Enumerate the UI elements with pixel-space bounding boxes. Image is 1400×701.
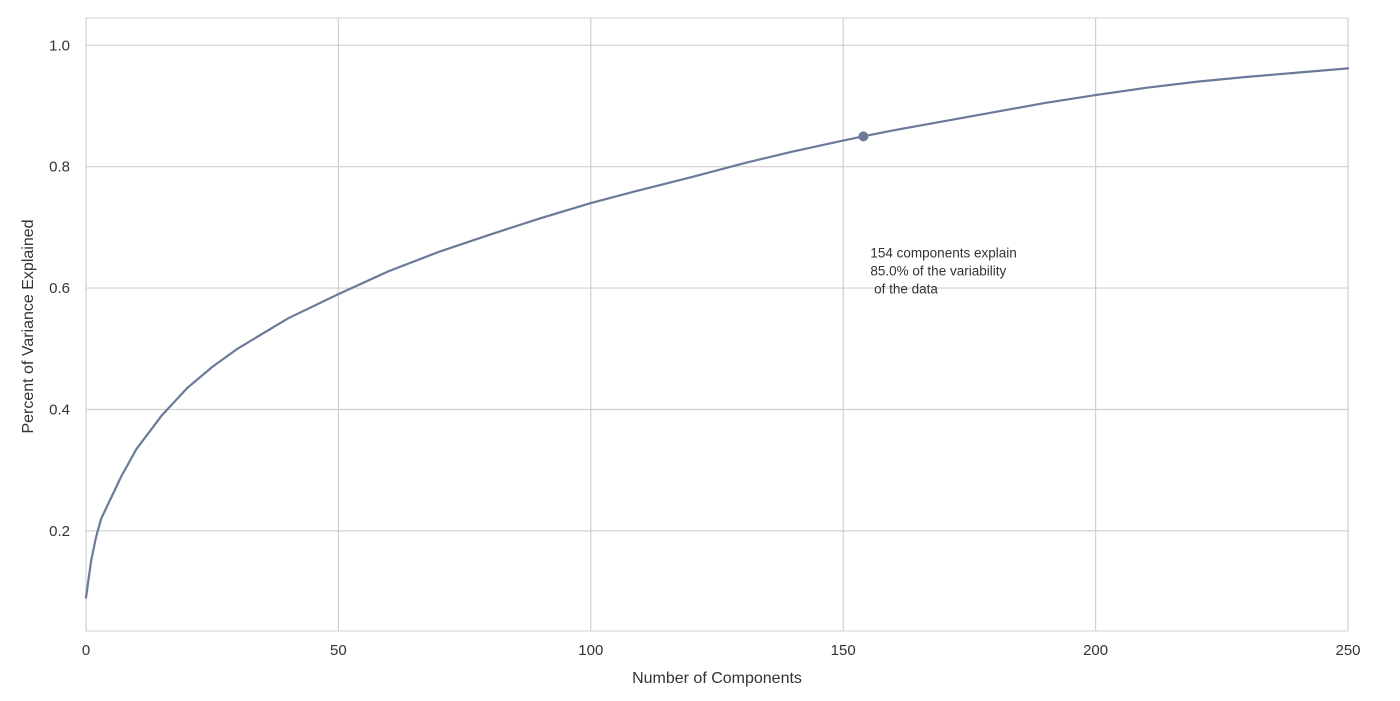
x-tick-label: 250 <box>1335 642 1360 659</box>
y-tick-label: 0.8 <box>49 159 70 176</box>
y-tick-label: 0.6 <box>49 280 70 297</box>
marker-layer <box>858 131 869 142</box>
y-tick-label: 0.4 <box>49 401 70 418</box>
y-tick-label: 0.2 <box>49 523 70 540</box>
x-tick-label: 200 <box>1083 642 1108 659</box>
series-layer <box>84 67 1350 599</box>
annotation: 154 components explain 85.0% of the vari… <box>870 246 1035 297</box>
x-axis-label: Number of Components <box>632 670 802 687</box>
highlight-point <box>858 131 869 142</box>
x-tick-label: 50 <box>330 642 347 659</box>
annotation-line: 85.0% of the variability <box>870 264 1006 279</box>
annotation-line: of the data <box>870 282 938 297</box>
y-tick-label: 1.0 <box>49 37 70 54</box>
x-tick-label: 100 <box>578 642 603 659</box>
series-line <box>84 67 1350 599</box>
annotation-line: 154 components explain <box>870 246 1016 261</box>
x-tick-label: 0 <box>82 642 90 659</box>
plot-frame <box>85 17 1349 632</box>
tick-labels: 0 50 100 150 200 250 0.2 0.4 0.6 0.8 1.0 <box>49 37 1360 659</box>
y-axis-label: Percent of Variance Explained <box>20 219 37 433</box>
x-tick-label: 150 <box>831 642 856 659</box>
grid <box>85 18 1349 631</box>
